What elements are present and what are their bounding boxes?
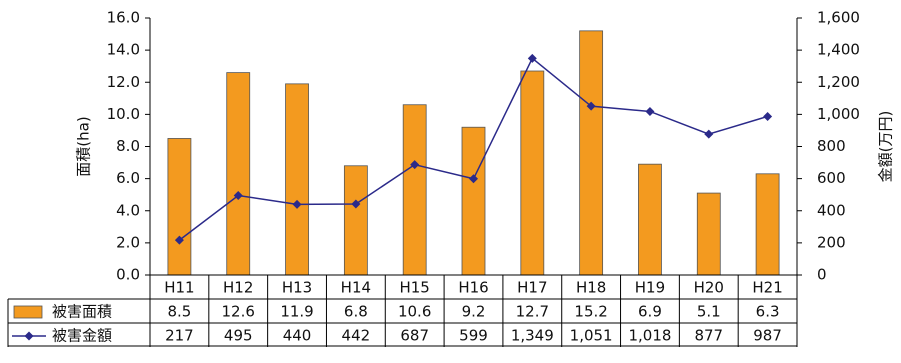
data-label: 10.6 bbox=[398, 303, 431, 321]
data-label: 1,018 bbox=[628, 327, 671, 345]
bar bbox=[755, 173, 780, 276]
category-label: H13 bbox=[282, 279, 312, 297]
data-label: 877 bbox=[694, 327, 723, 345]
left-axis-title: 面積(ha) bbox=[75, 116, 93, 176]
legend-swatch-marker bbox=[24, 331, 34, 341]
data-label: 11.9 bbox=[280, 303, 313, 321]
data-label: 217 bbox=[165, 327, 194, 345]
right-tick-label: 0 bbox=[817, 266, 827, 284]
data-label: 442 bbox=[342, 327, 371, 345]
right-tick-label: 200 bbox=[817, 233, 846, 251]
category-label: H19 bbox=[635, 279, 665, 297]
data-label: 8.5 bbox=[167, 303, 191, 321]
category-label: H11 bbox=[164, 279, 194, 297]
data-label: 440 bbox=[283, 327, 312, 345]
data-label: 12.7 bbox=[516, 303, 549, 321]
left-tick-label: 16.0 bbox=[107, 9, 140, 27]
category-label: H16 bbox=[458, 279, 488, 297]
line-point bbox=[763, 111, 773, 121]
bar bbox=[461, 126, 486, 276]
data-label: 6.8 bbox=[344, 303, 368, 321]
right-tick-label: 600 bbox=[817, 169, 846, 187]
right-tick-label: 1,400 bbox=[817, 41, 860, 59]
category-label: H21 bbox=[752, 279, 782, 297]
left-tick-label: 0.0 bbox=[116, 266, 140, 284]
right-tick-label: 800 bbox=[817, 137, 846, 155]
line-point bbox=[586, 101, 596, 111]
bar bbox=[285, 83, 309, 276]
data-label: 1,349 bbox=[511, 327, 554, 345]
left-tick-label: 6.0 bbox=[116, 169, 140, 187]
right-axis-title: 金額(万円) bbox=[877, 111, 895, 183]
bar bbox=[520, 70, 545, 276]
data-label: 12.6 bbox=[222, 303, 255, 321]
data-label: 9.2 bbox=[462, 303, 486, 321]
legend-swatch-bar bbox=[13, 305, 43, 319]
data-label: 6.3 bbox=[756, 303, 780, 321]
bar bbox=[696, 192, 721, 276]
right-tick-label: 400 bbox=[817, 201, 846, 219]
data-label: 599 bbox=[459, 327, 488, 345]
data-label: 1,051 bbox=[570, 327, 613, 345]
category-label: H18 bbox=[576, 279, 606, 297]
category-label: H20 bbox=[694, 279, 724, 297]
line-point bbox=[351, 199, 361, 209]
data-label: 6.9 bbox=[638, 303, 662, 321]
bar bbox=[226, 72, 251, 276]
line-point bbox=[527, 53, 537, 63]
category-label: H17 bbox=[517, 279, 547, 297]
bar bbox=[638, 163, 662, 276]
category-label: H15 bbox=[399, 279, 429, 297]
right-tick-label: 1,000 bbox=[817, 105, 860, 123]
bar bbox=[167, 138, 192, 276]
data-label: 15.2 bbox=[574, 303, 607, 321]
bar bbox=[343, 165, 368, 276]
data-label: 5.1 bbox=[697, 303, 721, 321]
left-tick-label: 4.0 bbox=[116, 201, 140, 219]
left-tick-label: 12.0 bbox=[107, 73, 140, 91]
line-point bbox=[174, 235, 184, 245]
right-tick-label: 1,200 bbox=[817, 73, 860, 91]
right-tick-label: 1,600 bbox=[817, 9, 860, 27]
bar bbox=[402, 104, 427, 276]
line-point bbox=[645, 106, 655, 116]
line-point bbox=[233, 190, 243, 200]
left-tick-label: 14.0 bbox=[107, 41, 140, 59]
left-tick-label: 8.0 bbox=[116, 137, 140, 155]
line-point bbox=[292, 199, 302, 209]
category-label: H14 bbox=[341, 279, 371, 297]
left-tick-label: 2.0 bbox=[116, 233, 140, 251]
data-label: 987 bbox=[753, 327, 782, 345]
line-point bbox=[704, 129, 714, 139]
line-point bbox=[469, 174, 478, 184]
data-label: 687 bbox=[400, 327, 429, 345]
legend-label: 被害面積 bbox=[52, 303, 112, 321]
left-tick-label: 10.0 bbox=[107, 105, 140, 123]
category-label: H12 bbox=[223, 279, 253, 297]
legend-label: 被害金額 bbox=[52, 327, 112, 345]
line-point bbox=[410, 160, 420, 170]
bar bbox=[579, 30, 604, 276]
data-label: 495 bbox=[224, 327, 253, 345]
